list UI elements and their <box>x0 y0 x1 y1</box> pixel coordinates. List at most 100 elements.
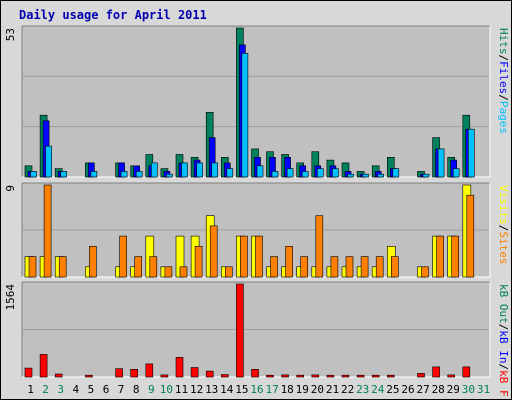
x-axis-label: 24 <box>371 383 385 396</box>
pages-bar <box>181 162 188 178</box>
x-axis-label: 27 <box>416 383 429 396</box>
legend-hits-files-pages: Hits/Files/Pages <box>497 28 510 134</box>
x-axis-label: 14 <box>220 383 234 396</box>
sites-bar <box>315 215 324 278</box>
kbf-bar <box>281 374 289 378</box>
legend-entry: kB Out <box>497 284 510 324</box>
kbf-bar <box>386 374 395 378</box>
x-axis-label: 31 <box>477 383 490 396</box>
pages-bar <box>377 173 385 178</box>
pages-bar <box>437 148 445 178</box>
x-axis-label: 8 <box>133 383 140 396</box>
kbf-bar <box>24 367 33 378</box>
x-axis-label: 15 <box>235 383 248 396</box>
sites-bar <box>164 266 173 278</box>
sites-bar <box>451 235 460 278</box>
x-axis-label: 16 <box>250 383 263 396</box>
sites-bar <box>194 246 203 278</box>
x-axis-label: 11 <box>175 383 188 396</box>
pages-bar <box>45 145 52 178</box>
y-max-label: 1564 <box>4 284 17 311</box>
legend-entry: Sites <box>497 231 510 264</box>
sites-bar <box>466 194 475 278</box>
x-axis-label: 7 <box>118 383 125 396</box>
pages-bar <box>211 162 218 178</box>
sites-bar <box>58 256 67 278</box>
sites-bar <box>360 256 369 278</box>
pages-bar <box>166 173 173 178</box>
sites-bar <box>240 235 248 278</box>
pages-bar <box>332 168 339 178</box>
pages-bar <box>467 128 475 178</box>
pages-bar <box>347 173 354 178</box>
pages-bar <box>271 171 279 178</box>
pages-bar <box>90 171 98 178</box>
kbf-bar <box>236 283 244 378</box>
pages-bar <box>120 171 128 178</box>
x-axis-label: 21 <box>326 383 339 396</box>
pages-bar <box>226 168 234 178</box>
x-axis-label: 22 <box>341 383 354 396</box>
pages-bar <box>30 171 37 178</box>
legend-entry: Visits <box>497 185 510 225</box>
legend-entry: Hits <box>497 28 510 55</box>
legend-entry: Files <box>497 61 510 94</box>
sites-bar <box>436 235 444 278</box>
chart-title: Daily usage for April 2011 <box>19 8 207 22</box>
x-axis-label: 30 <box>462 383 475 396</box>
pages-bar <box>135 171 143 178</box>
sites-bar <box>225 266 233 278</box>
sites-bar <box>89 246 97 278</box>
kbf-bar <box>221 374 229 378</box>
sites-bar <box>149 256 158 278</box>
pages-bar <box>301 171 309 178</box>
kbf-bar <box>417 373 425 378</box>
kbf-bar <box>462 366 471 378</box>
legend-entry: Pages <box>497 101 510 134</box>
pages-bar <box>256 165 264 178</box>
kbf-bar <box>356 374 365 378</box>
kbf-bar <box>326 374 335 378</box>
legend-entry: / <box>497 55 510 62</box>
x-axis-label: 20 <box>311 383 324 396</box>
x-axis-label: 10 <box>160 383 173 396</box>
kbf-bar <box>175 357 184 378</box>
sites-bar <box>330 256 339 278</box>
sites-bar <box>179 266 188 278</box>
x-axis-label: 3 <box>57 383 64 396</box>
legend-entry: / <box>497 324 510 331</box>
legend-entry: / <box>497 225 510 232</box>
x-axis-label: 28 <box>432 383 445 396</box>
kbf-bar <box>311 374 320 378</box>
legend-entry: kB F <box>497 370 510 397</box>
y-max-label: 53 <box>4 28 17 41</box>
pages-bar <box>241 52 249 178</box>
pages-bar <box>60 171 68 178</box>
x-axis-label: 26 <box>401 383 414 396</box>
kbf-bar <box>266 374 274 378</box>
sites-bar <box>421 266 429 278</box>
sites-bar <box>390 256 399 278</box>
kbf-bar <box>145 363 154 378</box>
legend-entry: kB In <box>497 330 510 363</box>
legend-entry: / <box>497 364 510 371</box>
kbf-bar <box>54 373 63 378</box>
sites-bar <box>255 235 263 278</box>
x-axis-label: 23 <box>356 383 369 396</box>
legend-kbytes: kB Out/kB In/kB F <box>497 284 510 397</box>
sites-bar <box>134 256 142 278</box>
legend-entry: / <box>497 94 510 101</box>
kbf-bar <box>190 367 199 378</box>
sites-bar <box>43 184 52 278</box>
x-axis-label: 29 <box>447 383 460 396</box>
pages-bar <box>392 168 400 178</box>
kbf-bar <box>160 374 169 378</box>
kbf-bar <box>85 374 93 378</box>
sites-bar <box>270 256 278 278</box>
kbf-bar <box>447 374 456 378</box>
x-axis-label: 12 <box>190 383 203 396</box>
x-axis-label: 17 <box>265 383 278 396</box>
pages-bar <box>452 168 460 178</box>
x-axis-label: 19 <box>296 383 309 396</box>
